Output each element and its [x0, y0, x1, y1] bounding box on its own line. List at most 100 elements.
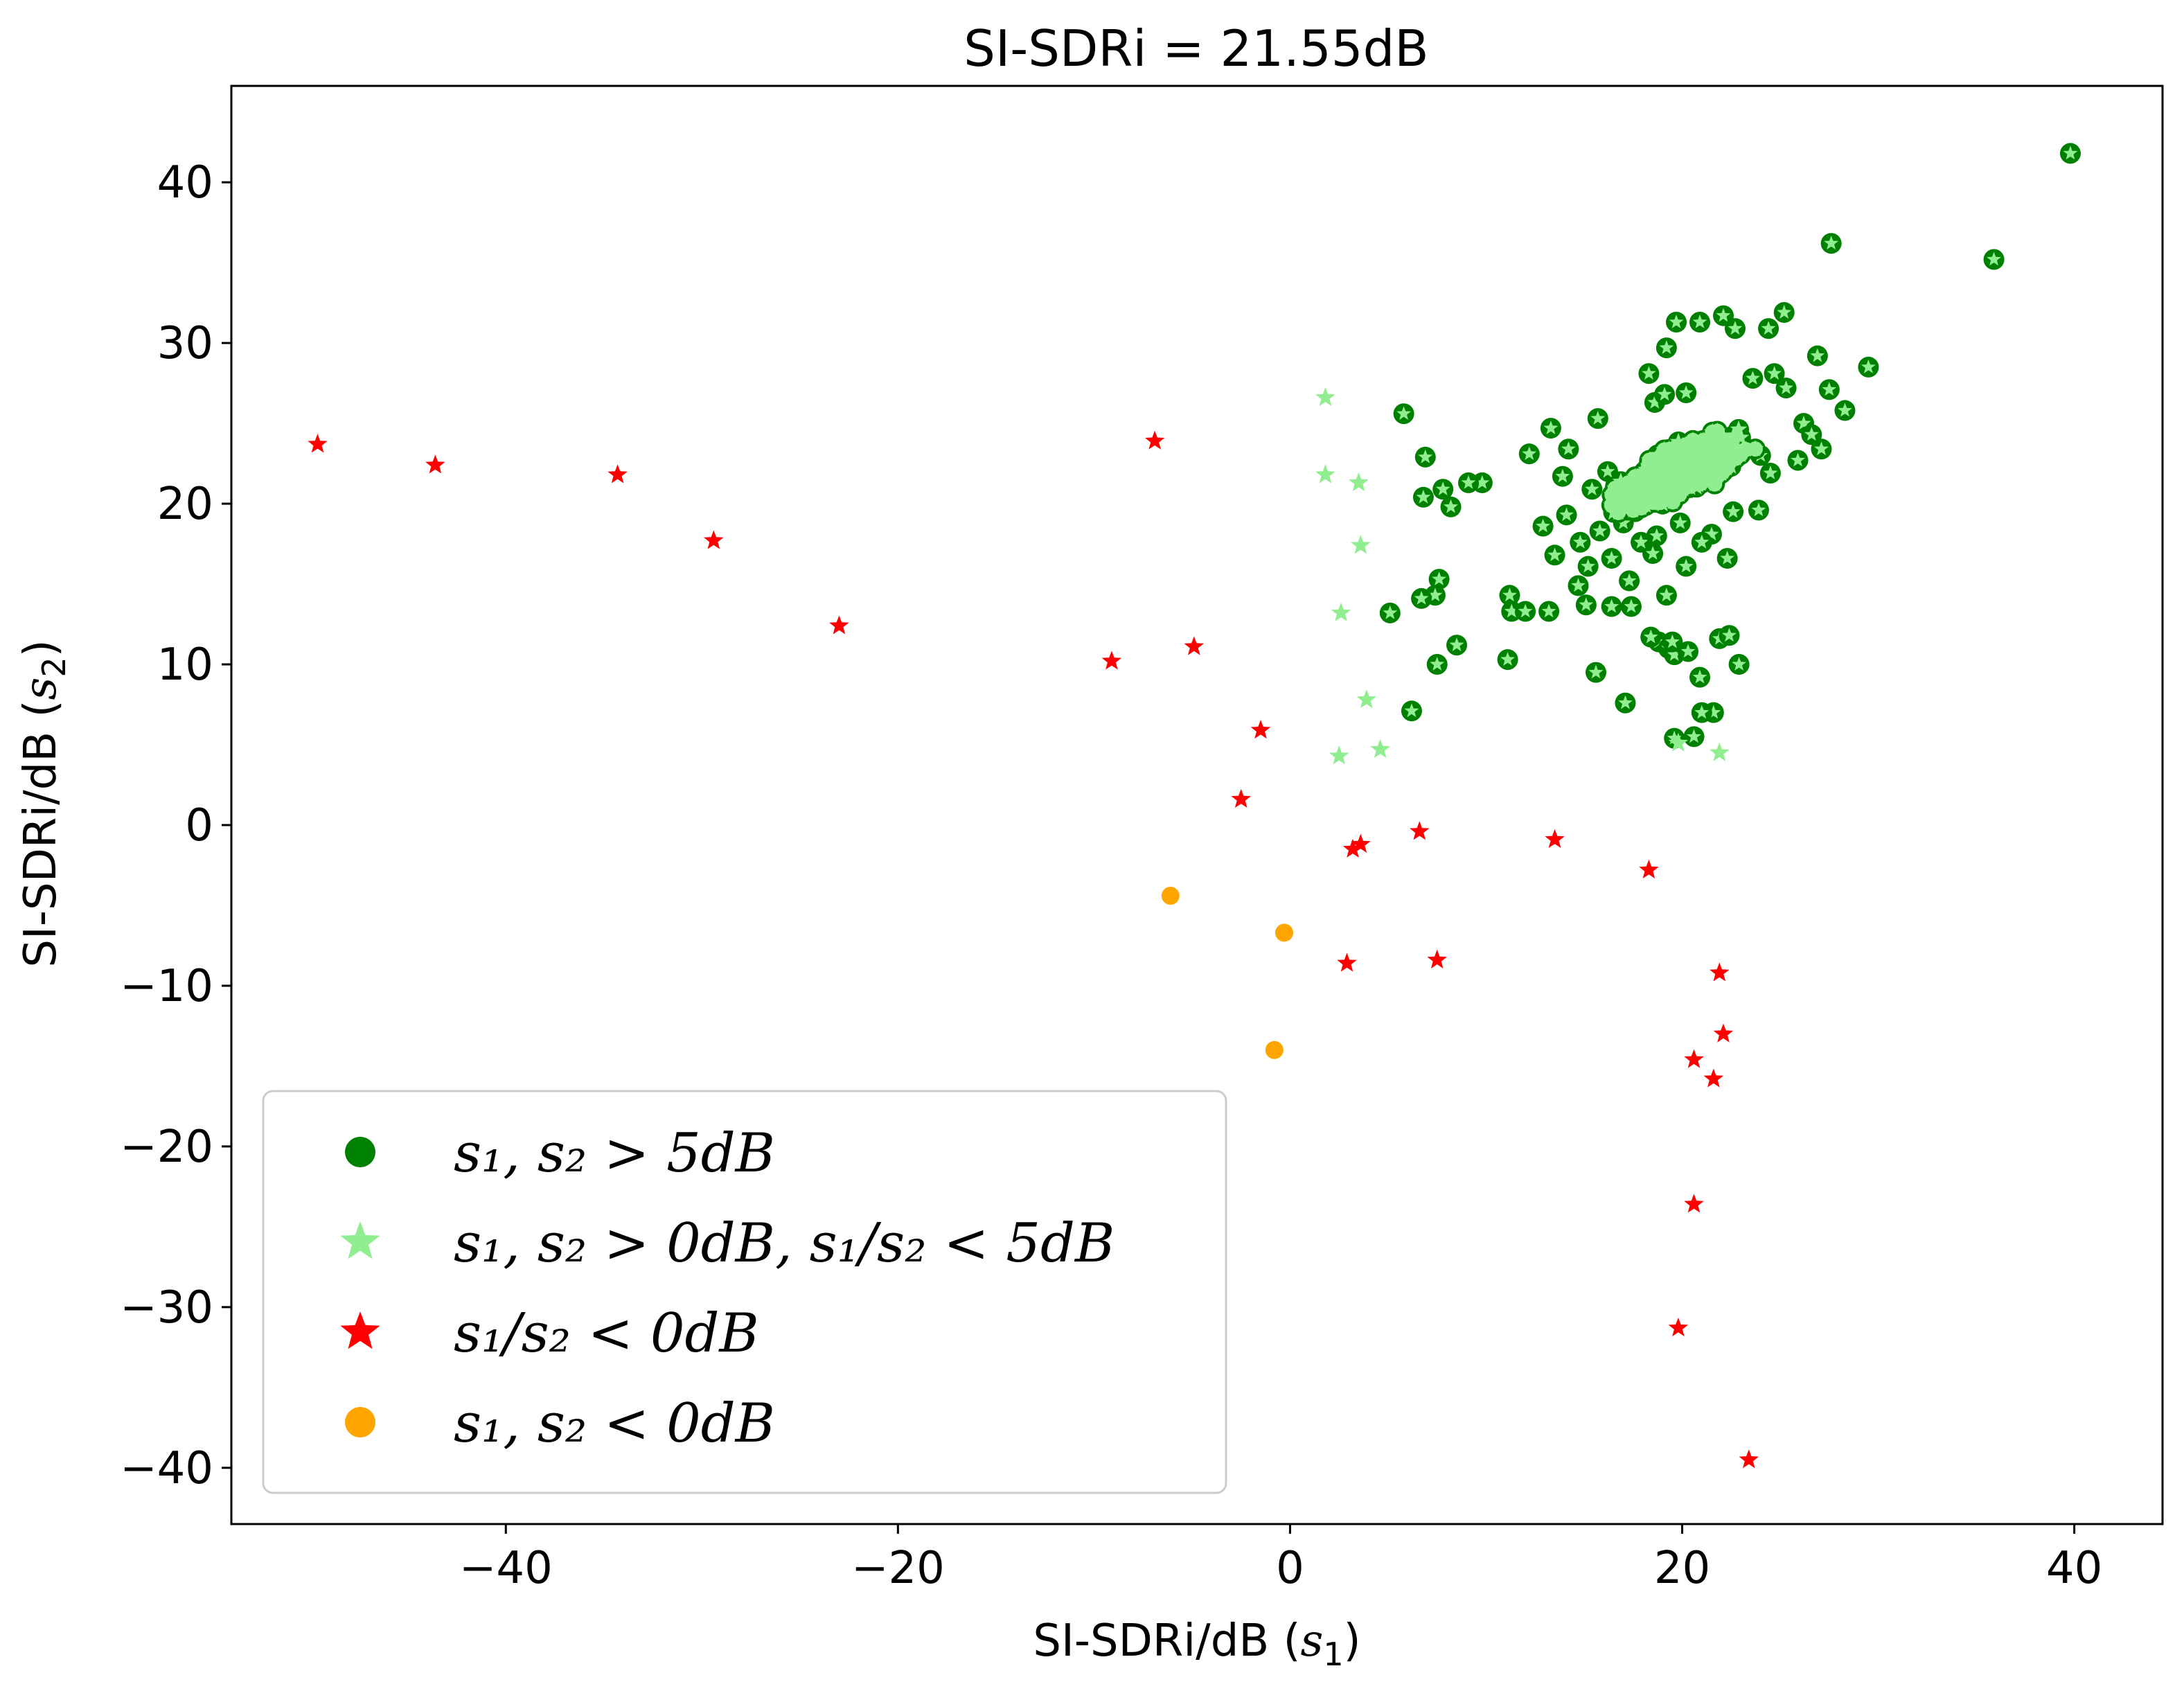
y-tick-label: 20 [157, 479, 213, 530]
data-point [1337, 953, 1357, 972]
legend-marker [340, 1311, 380, 1349]
data-point-overlay [1751, 502, 1766, 517]
points-layer [308, 143, 2081, 1469]
data-point-overlay [1678, 558, 1694, 573]
data-point-overlay [1779, 380, 1793, 394]
cluster-core [1693, 463, 1709, 479]
data-point-overlay [1694, 534, 1710, 549]
data-point-overlay [1704, 526, 1719, 541]
cluster-core [1634, 485, 1650, 501]
data-point-overlay [1814, 441, 1829, 456]
data-point [1427, 949, 1447, 968]
data-point-overlay [1763, 466, 1778, 479]
data-point-overlay [1657, 387, 1672, 401]
data-point [1684, 1194, 1704, 1213]
data-point-overlay [1571, 578, 1586, 592]
y-tick-label: −10 [120, 961, 213, 1012]
data-point-overlay [1475, 475, 1490, 489]
data-point-overlay [1633, 534, 1649, 549]
cluster-core [1606, 495, 1622, 511]
data-point-overlay [1824, 236, 1839, 250]
legend-marker [345, 1407, 375, 1437]
cluster-core [1642, 452, 1658, 468]
data-point-overlay [1861, 359, 1876, 373]
cluster-core [1685, 453, 1701, 469]
data-point-overlay [1461, 475, 1476, 489]
data-point-overlay [1584, 481, 1599, 496]
cluster-point-overlay [1725, 426, 1743, 443]
data-point-overlay [1604, 599, 1619, 613]
x-tick-label: 20 [1654, 1543, 1710, 1594]
legend-box [262, 1090, 1227, 1494]
data-point [1349, 472, 1369, 492]
data-point [1144, 430, 1165, 450]
y-axis-title: SI-SDRi/dB (s2) [15, 639, 73, 967]
data-point-overlay [1590, 411, 1606, 425]
data-point-overlay [1777, 305, 1792, 319]
data-point-overlay [1791, 452, 1805, 467]
data-point-overlay [1810, 348, 1825, 362]
data-point-overlay [1722, 628, 1737, 642]
data-point-overlay [1664, 634, 1680, 648]
y-tick-label: 0 [185, 800, 213, 851]
data-point-overlay [1572, 534, 1588, 549]
data-point-overlay [1522, 446, 1537, 461]
data-point-overlay [1667, 730, 1682, 745]
x-axis-ticks: −40 −20 0 20 40 [459, 1524, 2102, 1594]
data-point [1710, 962, 1730, 982]
data-point [829, 615, 849, 635]
data-point [1739, 1449, 1759, 1469]
cluster-point-overlay [1730, 420, 1748, 437]
data-point-overlay [1649, 528, 1664, 542]
x-tick-label: 40 [2046, 1543, 2102, 1594]
data-point [1231, 788, 1251, 808]
data-point [1265, 1041, 1284, 1059]
x-tick-label: −20 [851, 1543, 945, 1594]
data-point-overlay [1502, 587, 1517, 602]
y-tick-label: −30 [120, 1282, 213, 1334]
data-point-overlay [1673, 515, 1688, 529]
data-point-overlay [1667, 647, 1682, 661]
data-point-overlay [1678, 385, 1694, 399]
data-point-overlay [1555, 468, 1570, 483]
data-point-overlay [1592, 523, 1608, 538]
data-point-overlay [1694, 705, 1710, 719]
data-point [1668, 1318, 1689, 1337]
cluster-core [1716, 439, 1732, 454]
data-point-overlay [1804, 427, 1819, 441]
data-point-overlay [1692, 315, 1707, 328]
data-point [308, 434, 328, 453]
legend: s₁, s₂ > 5dB s₁, s₂ > 0dB, s₁/s₂ < 5dB s₁/… [262, 1090, 1227, 1494]
data-point-overlay [1618, 695, 1633, 709]
data-point-overlay [1541, 603, 1556, 618]
data-point [1545, 829, 1565, 848]
data-point-overlay [1428, 587, 1443, 602]
data-point [1315, 387, 1335, 407]
x-tick-label: 0 [1276, 1543, 1304, 1594]
legend-label: s₁/s₂ < 0dB [454, 1302, 759, 1365]
data-point-overlay [1604, 550, 1619, 565]
data-point-overlay [1536, 518, 1550, 533]
data-point [1342, 838, 1363, 858]
data-point-overlay [1579, 597, 1594, 612]
legend-marker [345, 1137, 375, 1167]
data-point-overlay [1822, 382, 1837, 396]
data-point [1668, 732, 1689, 752]
data-point-overlay [1725, 504, 1741, 518]
data-point-overlay [1559, 507, 1574, 522]
data-point [1329, 745, 1349, 765]
data-point [1639, 859, 1659, 879]
data-point-overlay [1449, 637, 1464, 652]
cluster-core [1647, 478, 1663, 494]
data-point [1184, 636, 1204, 655]
legend-item: s₁/s₂ < 0dB [340, 1302, 759, 1365]
data-point-overlay [1504, 603, 1519, 618]
cluster-core [1653, 448, 1669, 464]
data-point-overlay [1720, 550, 1735, 565]
data-point-overlay [1838, 402, 1852, 417]
data-point [425, 454, 445, 474]
data-point [1703, 1068, 1724, 1088]
data-point-overlay [1414, 590, 1429, 605]
cluster-point-overlay [1732, 428, 1750, 445]
data-point-overlay [1444, 499, 1458, 513]
